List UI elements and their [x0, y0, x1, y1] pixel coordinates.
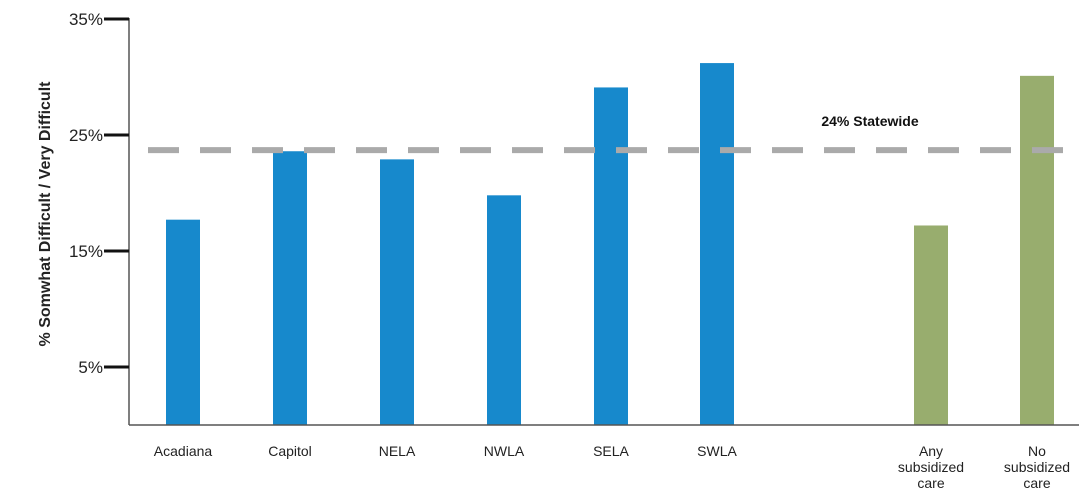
bar-swla	[700, 63, 734, 425]
bar-no-subsidized-care	[1020, 75, 1054, 425]
bar-sela	[594, 87, 628, 425]
category-label-acadiana: Acadiana	[154, 443, 213, 459]
category-label-nela: NELA	[379, 443, 416, 459]
y-tick-label-5: 5%	[78, 358, 103, 377]
y-axis-label: % Somwhat Difficult / Very Difficult	[37, 81, 54, 347]
y-ticks-group: 5% 15% 25% 35%	[69, 10, 129, 377]
y-tick-label-15: 15%	[69, 242, 103, 261]
bar-nela	[380, 159, 414, 426]
y-tick-label-25: 25%	[69, 126, 103, 145]
reference-line-group: 24% Statewide	[148, 113, 1079, 154]
category-label-nwla: NWLA	[484, 443, 525, 459]
bar-nwla	[487, 195, 521, 425]
axes-group	[128, 18, 1079, 426]
category-label-swla: SWLA	[697, 443, 737, 459]
bars-group	[166, 63, 1054, 426]
category-label-no-subsidized-care: No subsidized care	[1004, 443, 1070, 491]
bar-capitol	[273, 151, 307, 426]
category-label-any-subsidized-care: Any subsidized care	[898, 443, 964, 491]
category-labels-group: Acadiana Capitol NELA NWLA SELA SWLA Any subsid…	[154, 443, 1070, 491]
statewide-reference-label: 24% Statewide	[821, 113, 918, 129]
category-label-sela: SELA	[593, 443, 629, 459]
category-label-capitol: Capitol	[268, 443, 312, 459]
bar-acadiana	[166, 219, 200, 425]
y-tick-label-35: 35%	[69, 10, 103, 29]
bar-any-subsidized-care	[914, 225, 948, 425]
